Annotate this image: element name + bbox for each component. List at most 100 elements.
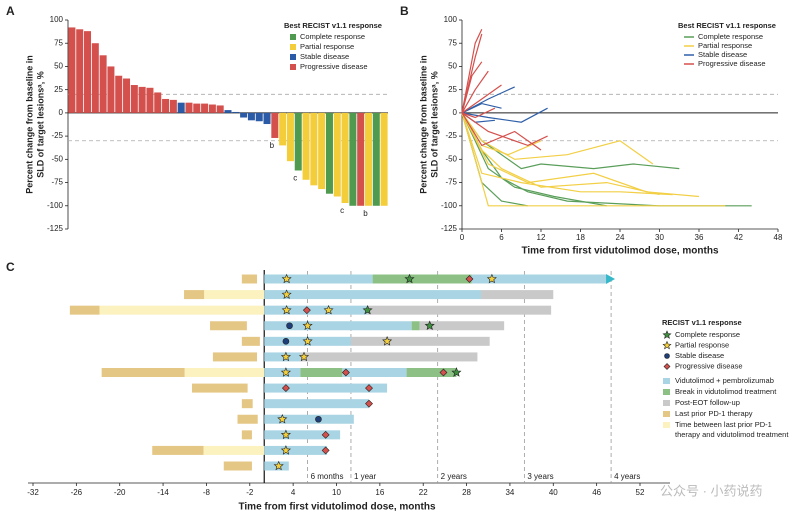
bar bbox=[169, 99, 177, 113]
x-tick-label: -2 bbox=[246, 488, 254, 497]
legend-swatch bbox=[663, 422, 670, 428]
segment bbox=[241, 399, 253, 409]
marker-star bbox=[298, 351, 310, 362]
bar bbox=[154, 92, 162, 113]
marker-star bbox=[404, 273, 415, 284]
marker-diamond bbox=[663, 363, 671, 370]
segment bbox=[264, 368, 301, 377]
bar bbox=[279, 112, 287, 146]
x-axis-label: Time from first vidutolimod dose, months bbox=[521, 246, 718, 257]
y-tick-label: -75 bbox=[445, 178, 457, 187]
segment bbox=[184, 368, 265, 377]
x-tick-label: 12 bbox=[537, 233, 546, 242]
response-line bbox=[461, 112, 548, 147]
bar bbox=[286, 112, 294, 162]
segment bbox=[481, 290, 554, 300]
x-tick-label: 6 bbox=[499, 233, 504, 242]
y-tick-label: -125 bbox=[441, 224, 458, 233]
marker-star bbox=[662, 340, 672, 350]
x-axis-label: Time from first vidutolimod dose, months bbox=[238, 502, 435, 513]
marker-star bbox=[277, 414, 288, 424]
legend-label: Last prior PD-1 therapy bbox=[675, 409, 753, 418]
legend-swatch bbox=[290, 44, 296, 50]
x-tick-label: 18 bbox=[576, 233, 585, 242]
bar bbox=[357, 112, 365, 206]
segment bbox=[411, 321, 420, 331]
bar-note: b bbox=[270, 141, 275, 150]
segment bbox=[471, 274, 607, 284]
segment bbox=[300, 368, 343, 377]
bar bbox=[138, 86, 146, 113]
segment bbox=[204, 290, 265, 300]
x-tick-label: -8 bbox=[203, 488, 211, 497]
x-tick-label: 24 bbox=[616, 233, 625, 242]
legend-title: RECIST v1.1 response bbox=[662, 318, 742, 327]
bar bbox=[349, 112, 357, 206]
panel-label: A bbox=[6, 4, 15, 18]
legend-swatch bbox=[290, 64, 296, 70]
segment bbox=[99, 305, 265, 315]
y-tick-label: 25 bbox=[448, 85, 457, 94]
legend-label: Progressive disease bbox=[300, 62, 368, 71]
segment bbox=[210, 321, 247, 331]
segment bbox=[184, 290, 205, 300]
x-tick-label: 10 bbox=[332, 488, 341, 497]
response-line bbox=[461, 29, 483, 114]
bar-note: c bbox=[293, 174, 297, 183]
bar bbox=[333, 112, 341, 197]
bar bbox=[123, 78, 131, 113]
segment bbox=[300, 352, 478, 362]
bar bbox=[240, 112, 248, 118]
legend-label: Stable disease bbox=[675, 351, 724, 360]
x-tick-label: 52 bbox=[636, 488, 645, 497]
x-tick-label: 46 bbox=[592, 488, 601, 497]
segment bbox=[264, 399, 370, 409]
bar bbox=[232, 111, 240, 113]
marker-star bbox=[280, 351, 291, 362]
response-line bbox=[461, 107, 548, 123]
bar bbox=[177, 102, 185, 113]
bar bbox=[68, 27, 76, 113]
bar bbox=[263, 112, 271, 125]
legend-title: Best RECIST v1.1 response bbox=[678, 21, 776, 30]
marker-diamond bbox=[321, 446, 330, 455]
watermark: 公众号 · 小药说药 bbox=[660, 483, 763, 498]
y-tick-label: 50 bbox=[448, 62, 457, 71]
panel-label: B bbox=[400, 4, 409, 18]
x-tick-label: 40 bbox=[549, 488, 558, 497]
y-axis-label: Percent change from baseline in bbox=[24, 55, 34, 194]
legend-swatch bbox=[663, 389, 670, 395]
x-tick-label: 28 bbox=[462, 488, 471, 497]
bar bbox=[271, 112, 279, 138]
x-tick-label: 48 bbox=[774, 233, 783, 242]
reference-label: 4 years bbox=[614, 472, 640, 481]
y-tick-label: 25 bbox=[54, 85, 63, 94]
marker-diamond bbox=[341, 368, 350, 377]
segment bbox=[223, 461, 252, 471]
y-tick-label: 100 bbox=[50, 15, 64, 24]
x-tick-label: 34 bbox=[505, 488, 514, 497]
x-tick-label: -14 bbox=[157, 488, 169, 497]
legend-label: Post-EOT follow-up bbox=[675, 398, 740, 407]
segment bbox=[191, 383, 248, 393]
legend-swatch bbox=[290, 54, 296, 60]
bar bbox=[224, 110, 232, 113]
bar bbox=[162, 98, 170, 113]
segment bbox=[264, 305, 368, 315]
legend-label: Stable disease bbox=[300, 52, 349, 61]
bar bbox=[318, 112, 326, 190]
y-tick-label: -50 bbox=[445, 154, 457, 163]
response-line bbox=[461, 112, 700, 198]
marker-circle bbox=[315, 415, 322, 423]
bar-note: c bbox=[340, 206, 344, 215]
segment bbox=[101, 368, 185, 377]
segment bbox=[372, 274, 472, 284]
marker-star bbox=[281, 304, 292, 315]
legend-label: Complete response bbox=[698, 32, 763, 41]
marker-star bbox=[323, 304, 334, 315]
legend-label: Partial response bbox=[675, 340, 729, 349]
bar bbox=[372, 112, 380, 206]
y-tick-label: -100 bbox=[441, 201, 458, 210]
bar bbox=[193, 103, 201, 113]
bar bbox=[247, 112, 255, 121]
